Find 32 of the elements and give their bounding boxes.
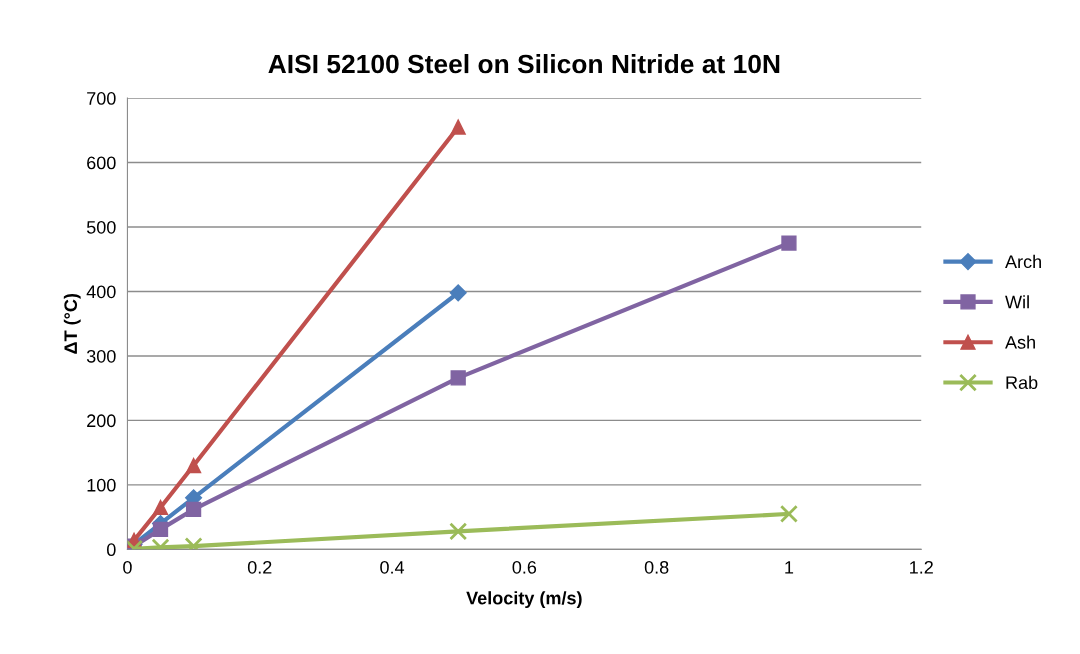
point: [449, 522, 468, 541]
point: [152, 499, 169, 516]
x-tick-label: 1.2: [910, 560, 933, 574]
legend-label: Arch: [1005, 254, 1041, 269]
point: [449, 284, 467, 302]
y-tick-label: 600: [87, 156, 116, 170]
x-tick-label: 0.4: [380, 560, 405, 574]
legend-label: Rab: [1006, 375, 1038, 390]
y-tick-label: 200: [87, 414, 116, 428]
legend-label: Ash: [1005, 335, 1035, 349]
point: [779, 504, 798, 523]
x-axis-title: Velocity (m/s): [466, 591, 582, 609]
y-tick-label: 500: [86, 220, 116, 234]
y-tick-label: 100: [87, 478, 116, 492]
point: [450, 370, 466, 386]
x-tick-label: 0: [123, 560, 132, 574]
point: [152, 521, 169, 538]
chart-title: AISI 52100 Steel on Silicon Nitride at 10N: [268, 53, 780, 74]
point: [450, 119, 466, 135]
y-tick-label: 400: [86, 285, 116, 299]
y-tick-label: 700: [87, 92, 116, 105]
y-tick-label: 300: [86, 349, 116, 363]
point: [185, 457, 202, 474]
point: [185, 501, 202, 518]
y-axis-title: ΔT (°C): [63, 293, 81, 354]
x-tick-label: 0.8: [644, 560, 669, 574]
x-tick-label: 0.2: [247, 560, 272, 574]
legend-label: Wil: [1005, 295, 1029, 309]
x-tick-label: 0.6: [512, 560, 537, 574]
x-tick-label: 1: [785, 561, 794, 574]
y-tick-label: 0: [106, 543, 116, 557]
point: [781, 235, 797, 251]
